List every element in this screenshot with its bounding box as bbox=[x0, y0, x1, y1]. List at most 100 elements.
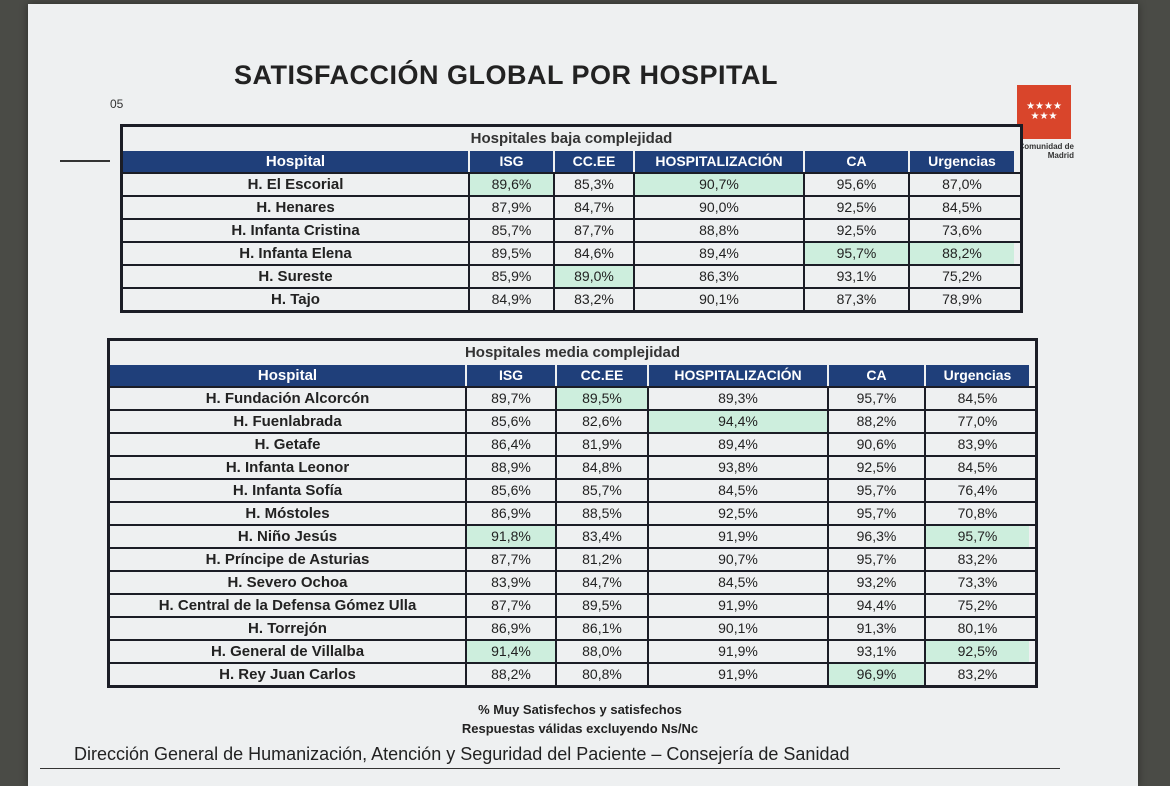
value-cell: 90,7% bbox=[647, 549, 827, 570]
value-cell: 91,3% bbox=[827, 618, 924, 639]
value-cell: 76,4% bbox=[924, 480, 1029, 501]
value-cell: 89,4% bbox=[633, 243, 803, 264]
value-cell: 75,2% bbox=[908, 266, 1014, 287]
value-cell: 95,7% bbox=[827, 480, 924, 501]
value-cell: 89,5% bbox=[468, 243, 553, 264]
value-cell: 89,6% bbox=[468, 174, 553, 195]
header-row: Hospital ISG CC.EE HOSPITALIZACIÓN CA Urgenci… bbox=[123, 151, 1020, 172]
value-cell: 89,0% bbox=[553, 266, 633, 287]
value-cell: 83,4% bbox=[555, 526, 647, 547]
value-cell: 78,9% bbox=[908, 289, 1014, 310]
value-cell: 88,2% bbox=[465, 664, 555, 685]
hospital-name: H. Infanta Leonor bbox=[225, 459, 350, 476]
value-cell: 88,9% bbox=[465, 457, 555, 478]
hospital-name: H. Henares bbox=[256, 199, 335, 216]
table-media-complejidad: Hospitales media complejidad Hospital ISG C… bbox=[107, 338, 1038, 688]
table-row: H. Fuenlabrada 85,6% 82,6% 94,4% 88,2% 77,0% bbox=[110, 409, 1035, 432]
value-cell: 84,8% bbox=[555, 457, 647, 478]
value-cell: 84,7% bbox=[553, 197, 633, 218]
value-cell: 80,1% bbox=[924, 618, 1029, 639]
value-cell: 89,7% bbox=[465, 388, 555, 409]
value-cell: 88,8% bbox=[633, 220, 803, 241]
column-header: ISG bbox=[468, 151, 553, 172]
table-row: H. Getafe 86,4% 81,9% 89,4% 90,6% 83,9% bbox=[110, 432, 1035, 455]
column-header: CC.EE bbox=[553, 151, 633, 172]
section-title: Hospitales media complejidad bbox=[464, 344, 681, 361]
column-header: Hospital bbox=[123, 151, 468, 172]
footnote: % Muy Satisfechos y satisfechos bbox=[478, 702, 682, 717]
value-cell: 83,9% bbox=[465, 572, 555, 593]
value-cell: 92,5% bbox=[647, 503, 827, 524]
table-row: H. Infanta Leonor 88,9% 84,8% 93,8% 92,5% 84,… bbox=[110, 455, 1035, 478]
value-cell: 91,9% bbox=[647, 664, 827, 685]
value-cell: 85,7% bbox=[555, 480, 647, 501]
hospital-name: H. Rey Juan Carlos bbox=[219, 666, 356, 683]
column-header: CA bbox=[827, 365, 924, 386]
header-row: Hospital ISG CC.EE HOSPITALIZACIÓN CA Urgenci… bbox=[110, 365, 1035, 386]
value-cell: 91,9% bbox=[647, 526, 827, 547]
value-cell: 85,9% bbox=[468, 266, 553, 287]
value-cell: 88,5% bbox=[555, 503, 647, 524]
column-header: HOSPITALIZACIÓN bbox=[633, 151, 803, 172]
hospital-name: H. Niño Jesús bbox=[237, 528, 338, 545]
page-title: SATISFACCIÓN GLOBAL POR HOSPITAL bbox=[234, 60, 779, 90]
hospital-name: H. General de Villalba bbox=[210, 643, 365, 660]
stars-icon: ★★★ bbox=[1030, 111, 1058, 122]
hospital-name: H. Infanta Elena bbox=[239, 245, 352, 262]
value-cell: 87,0% bbox=[908, 174, 1014, 195]
table-row: H. Niño Jesús 91,8% 83,4% 91,9% 96,3% 95,7% bbox=[110, 524, 1035, 547]
value-cell: 92,5% bbox=[924, 641, 1029, 662]
value-cell: 86,4% bbox=[465, 434, 555, 455]
value-cell: 86,9% bbox=[465, 618, 555, 639]
value-cell: 73,3% bbox=[924, 572, 1029, 593]
table-row: H. Severo Ochoa 83,9% 84,7% 84,5% 93,2% 73,3% bbox=[110, 570, 1035, 593]
value-cell: 86,3% bbox=[633, 266, 803, 287]
table-row: H. Rey Juan Carlos 88,2% 80,8% 91,9% 96,9% 83… bbox=[110, 662, 1035, 685]
logo-text: Comunidad de Madrid bbox=[1018, 142, 1074, 160]
table-row: H. Infanta Sofía 85,6% 85,7% 84,5% 95,7% 76,4… bbox=[110, 478, 1035, 501]
value-cell: 90,1% bbox=[633, 289, 803, 310]
value-cell: 87,3% bbox=[803, 289, 908, 310]
value-cell: 90,6% bbox=[827, 434, 924, 455]
column-header: Hospital bbox=[110, 365, 465, 386]
value-cell: 91,8% bbox=[465, 526, 555, 547]
value-cell: 83,2% bbox=[553, 289, 633, 310]
value-cell: 84,5% bbox=[647, 480, 827, 501]
value-cell: 88,0% bbox=[555, 641, 647, 662]
value-cell: 93,1% bbox=[827, 641, 924, 662]
value-cell: 84,7% bbox=[555, 572, 647, 593]
value-cell: 89,5% bbox=[555, 595, 647, 616]
hospital-name: H. Central de la Defensa Gómez Ulla bbox=[158, 597, 417, 614]
stars-icon: ★★★★ bbox=[1026, 101, 1062, 112]
value-cell: 90,0% bbox=[633, 197, 803, 218]
value-cell: 95,6% bbox=[803, 174, 908, 195]
column-header: Urgencias bbox=[908, 151, 1014, 172]
value-cell: 91,9% bbox=[647, 595, 827, 616]
hospital-name: H. Sureste bbox=[258, 268, 333, 285]
value-cell: 96,3% bbox=[827, 526, 924, 547]
footnote: Respuestas válidas excluyendo Ns/Nc bbox=[461, 721, 699, 736]
value-cell: 83,2% bbox=[924, 664, 1029, 685]
value-cell: 83,2% bbox=[924, 549, 1029, 570]
value-cell: 81,9% bbox=[555, 434, 647, 455]
value-cell: 93,1% bbox=[803, 266, 908, 287]
value-cell: 89,5% bbox=[555, 388, 647, 409]
value-cell: 94,4% bbox=[827, 595, 924, 616]
value-cell: 91,4% bbox=[465, 641, 555, 662]
table-row: H. Móstoles 86,9% 88,5% 92,5% 95,7% 70,8% bbox=[110, 501, 1035, 524]
hospital-name: H. Fundación Alcorcón bbox=[205, 390, 370, 407]
value-cell: 87,7% bbox=[465, 549, 555, 570]
hospital-name: H. El Escorial bbox=[247, 176, 344, 193]
footer: Dirección General de Humanización, Atenc… bbox=[74, 744, 850, 764]
value-cell: 80,8% bbox=[555, 664, 647, 685]
table-baja-complejidad: Hospitales baja complejidad Hospital ISG CC… bbox=[120, 124, 1023, 313]
value-cell: 85,7% bbox=[468, 220, 553, 241]
table-row: H. Tajo 84,9% 83,2% 90,1% 87,3% 78,9% bbox=[123, 287, 1020, 310]
value-cell: 84,5% bbox=[924, 388, 1029, 409]
value-cell: 81,2% bbox=[555, 549, 647, 570]
value-cell: 87,7% bbox=[465, 595, 555, 616]
value-cell: 75,2% bbox=[924, 595, 1029, 616]
value-cell: 94,4% bbox=[647, 411, 827, 432]
table-row: H. Henares 87,9% 84,7% 90,0% 92,5% 84,5% bbox=[123, 195, 1020, 218]
value-cell: 85,3% bbox=[553, 174, 633, 195]
